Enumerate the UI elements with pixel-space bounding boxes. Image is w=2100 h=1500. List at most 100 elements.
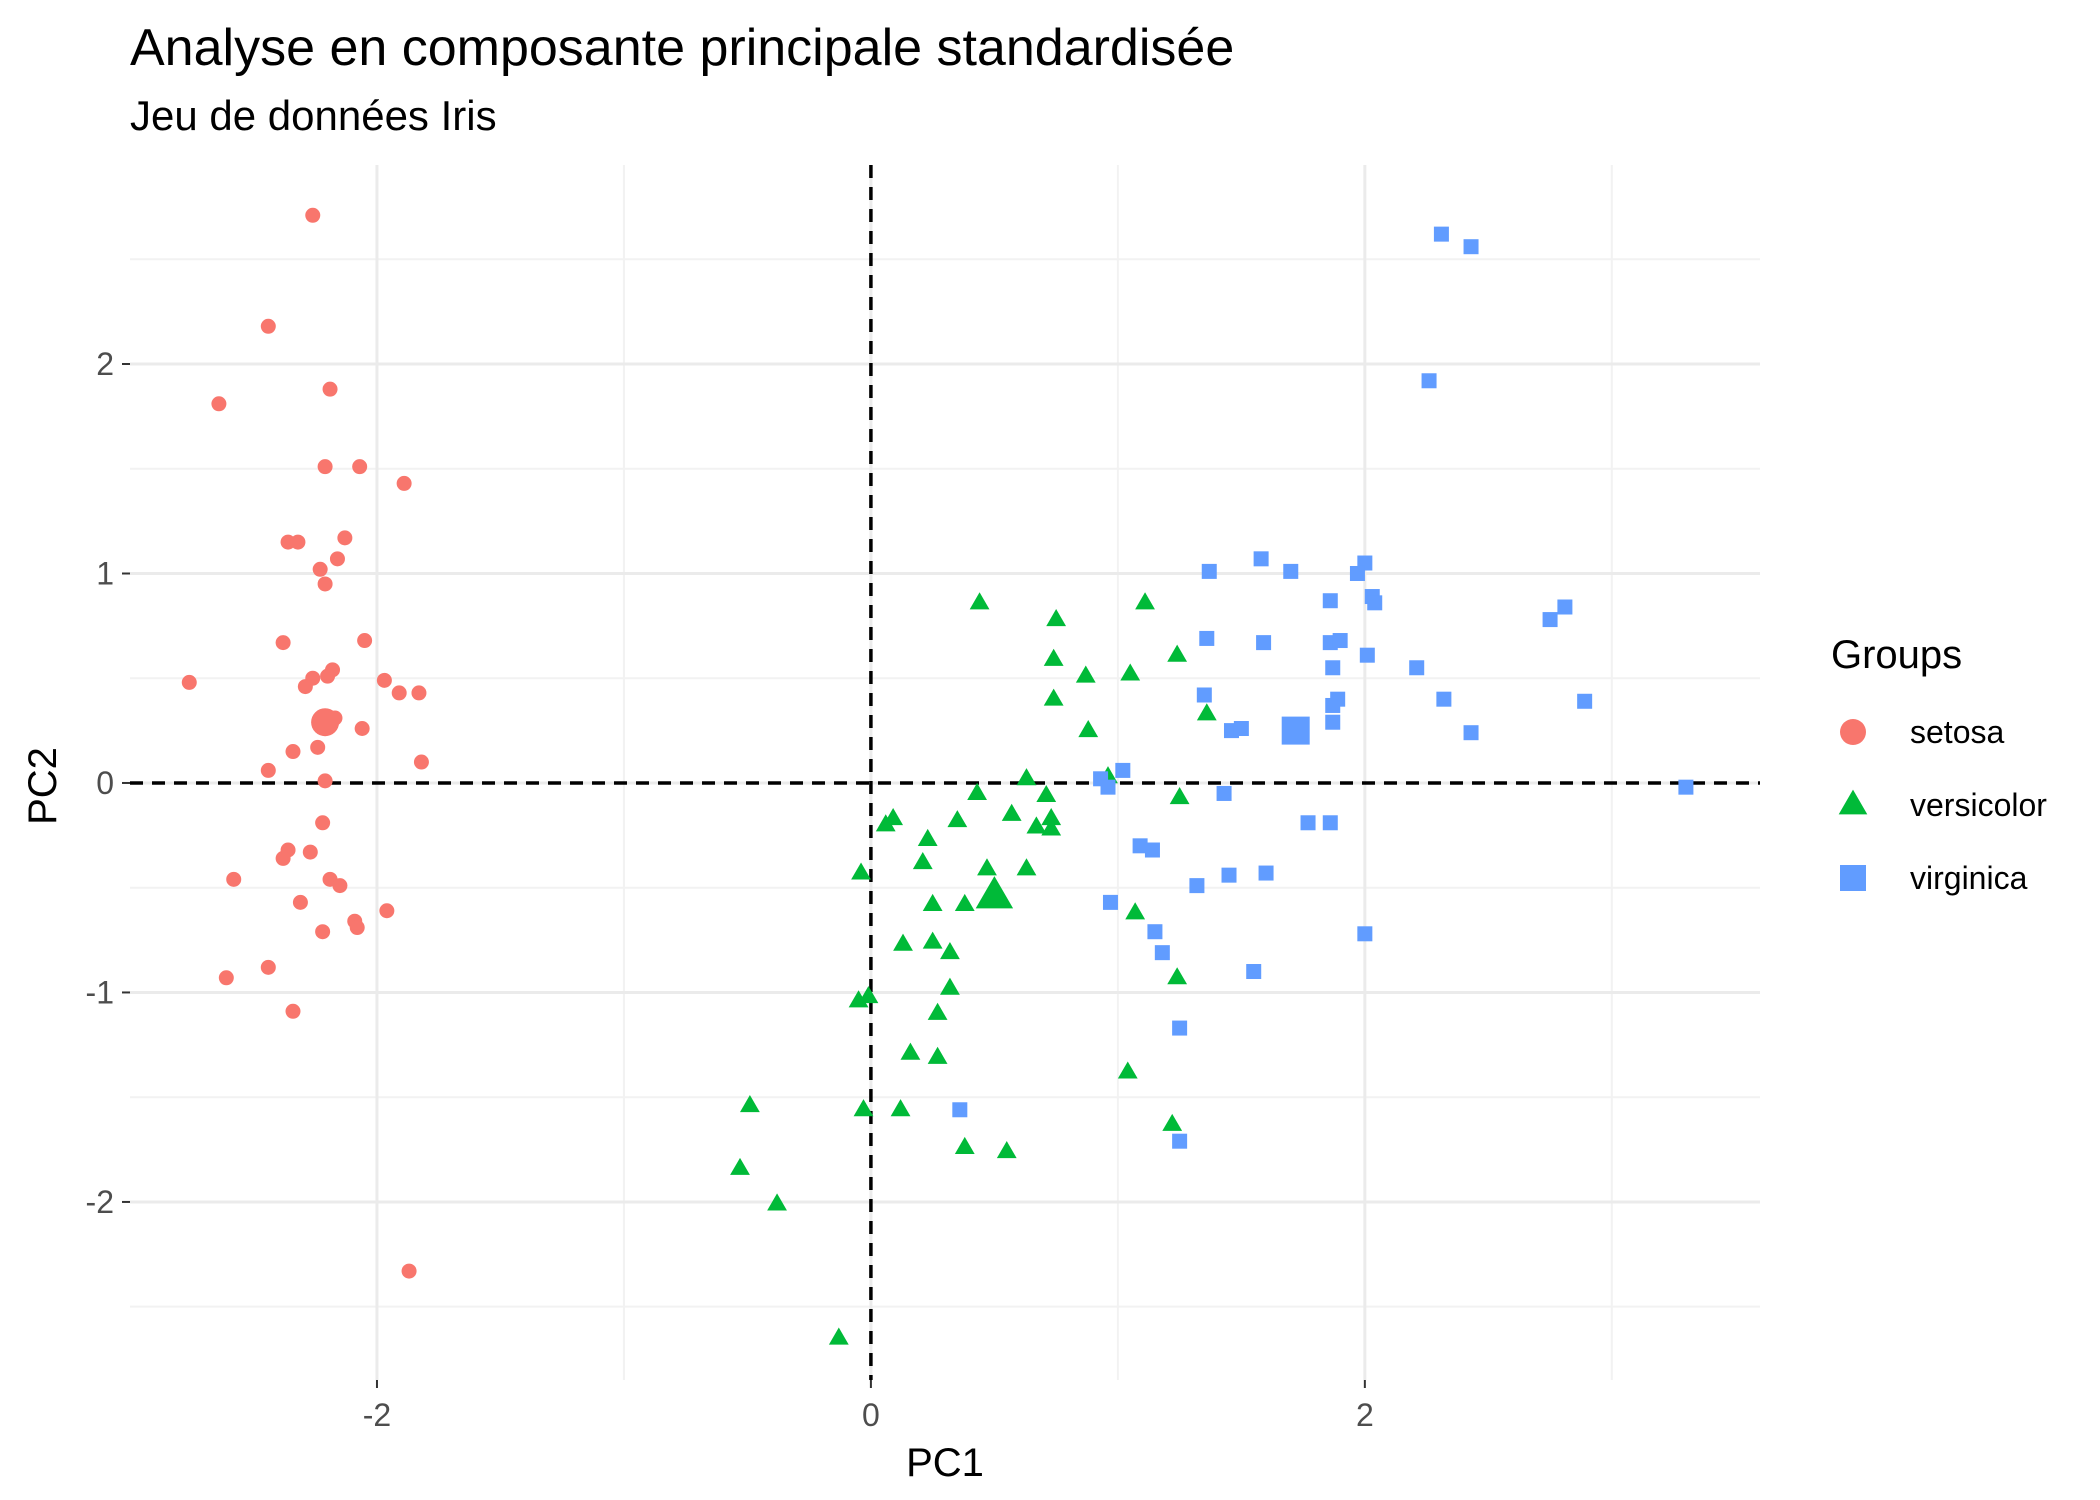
- versicolor-centroid: [975, 876, 1014, 909]
- y-axis-title: PC2: [21, 747, 65, 825]
- virginica-point: [1172, 1133, 1188, 1149]
- versicolor-point: [767, 1193, 787, 1211]
- virginica-point: [1258, 865, 1274, 881]
- versicolor-point: [947, 810, 968, 828]
- virginica-point: [1577, 693, 1593, 709]
- versicolor-point: [940, 942, 960, 960]
- x-tick-label: 2: [1356, 1397, 1374, 1433]
- virginica-centroid: [1281, 716, 1310, 745]
- setosa-point: [349, 920, 365, 936]
- virginica-point: [1463, 239, 1479, 255]
- virginica-point: [1436, 691, 1452, 707]
- virginica-point: [1322, 593, 1338, 609]
- versicolor-point: [996, 1141, 1017, 1159]
- virginica-point: [1144, 842, 1160, 858]
- legend-title: Groups: [1831, 633, 1962, 677]
- virginica-point: [1221, 867, 1237, 883]
- versicolor-point: [954, 1136, 975, 1154]
- y-tick-label: 2: [96, 346, 114, 382]
- versicolor-point: [893, 933, 913, 951]
- virginica-point: [1557, 599, 1573, 615]
- versicolor-point: [1036, 784, 1057, 803]
- setosa-point: [312, 561, 328, 577]
- chart-subtitle: Jeu de données Iris: [130, 92, 497, 139]
- setosa-point: [260, 762, 276, 778]
- versicolor-point: [1120, 663, 1141, 681]
- versicolor-point: [912, 851, 933, 870]
- virginica-point: [1300, 815, 1316, 831]
- versicolor-point: [940, 977, 960, 995]
- versicolor-point: [1162, 1113, 1183, 1131]
- versicolor-point: [853, 1099, 874, 1117]
- virginica-point: [1201, 563, 1217, 579]
- virginica-point: [952, 1102, 968, 1118]
- series-setosa: [181, 207, 429, 1279]
- virginica-point: [1325, 660, 1341, 676]
- versicolor-point: [1117, 1061, 1138, 1079]
- versicolor-point: [954, 893, 975, 911]
- setosa-point: [292, 894, 308, 910]
- setosa-point: [260, 318, 276, 334]
- setosa-point: [290, 534, 306, 550]
- virginica-point: [1102, 894, 1118, 910]
- major-gridlines: [130, 165, 1760, 1380]
- setosa-point: [305, 207, 321, 223]
- setosa-point: [354, 721, 370, 737]
- data-points: [181, 207, 1694, 1345]
- series-virginica: [952, 226, 1694, 1149]
- virginica-point: [1325, 697, 1341, 713]
- setosa-point: [315, 815, 331, 831]
- virginica-point: [1216, 785, 1232, 801]
- versicolor-point: [1169, 787, 1190, 805]
- versicolor-point: [1167, 967, 1188, 985]
- virginica-point: [1433, 226, 1449, 242]
- versicolor-point: [922, 893, 943, 911]
- setosa-centroid: [311, 708, 340, 737]
- setosa-point: [337, 530, 353, 546]
- setosa-point: [317, 576, 333, 592]
- virginica-point: [1359, 647, 1375, 663]
- virginica-point: [1322, 815, 1338, 831]
- virginica-point: [1349, 565, 1365, 581]
- x-axis-title: PC1: [906, 1441, 984, 1485]
- setosa-point: [285, 1003, 301, 1019]
- virginica-point: [1196, 687, 1212, 703]
- virginica-point: [1357, 926, 1373, 942]
- versicolor-point: [730, 1157, 750, 1175]
- setosa-point: [332, 878, 348, 894]
- versicolor-point: [977, 858, 997, 876]
- axis-ticks: -2 0 2 -2 -1 0 1 2: [86, 346, 1374, 1433]
- versicolor-point: [1016, 858, 1037, 876]
- versicolor-point: [1041, 807, 1062, 826]
- virginica-point: [1367, 595, 1383, 611]
- virginica-point: [1154, 945, 1170, 961]
- setosa-point: [317, 773, 333, 789]
- virginica-point: [1253, 551, 1269, 567]
- virginica-point: [1172, 1020, 1188, 1036]
- setosa-point: [320, 668, 336, 684]
- versicolor-point: [927, 1046, 948, 1064]
- legend-key-virginica: [1840, 865, 1866, 891]
- x-tick-label: 0: [862, 1397, 880, 1433]
- virginica-point: [1332, 633, 1348, 649]
- virginica-point: [1325, 714, 1341, 730]
- legend-label-setosa: setosa: [1910, 714, 2004, 750]
- setosa-point: [329, 551, 345, 567]
- virginica-point: [1233, 721, 1249, 737]
- virginica-point: [1256, 635, 1272, 651]
- virginica-point: [1189, 878, 1205, 894]
- versicolor-point: [1016, 768, 1037, 786]
- y-tick-label: -2: [86, 1184, 114, 1220]
- setosa-point: [315, 924, 331, 940]
- versicolor-point: [1167, 644, 1188, 662]
- setosa-point: [413, 754, 429, 770]
- setosa-point: [211, 396, 227, 412]
- setosa-point: [302, 844, 318, 860]
- setosa-point: [376, 672, 392, 688]
- setosa-point: [322, 381, 338, 397]
- versicolor-point: [1075, 665, 1096, 683]
- versicolor-point: [927, 1002, 948, 1020]
- setosa-point: [275, 850, 291, 866]
- setosa-point: [285, 744, 301, 760]
